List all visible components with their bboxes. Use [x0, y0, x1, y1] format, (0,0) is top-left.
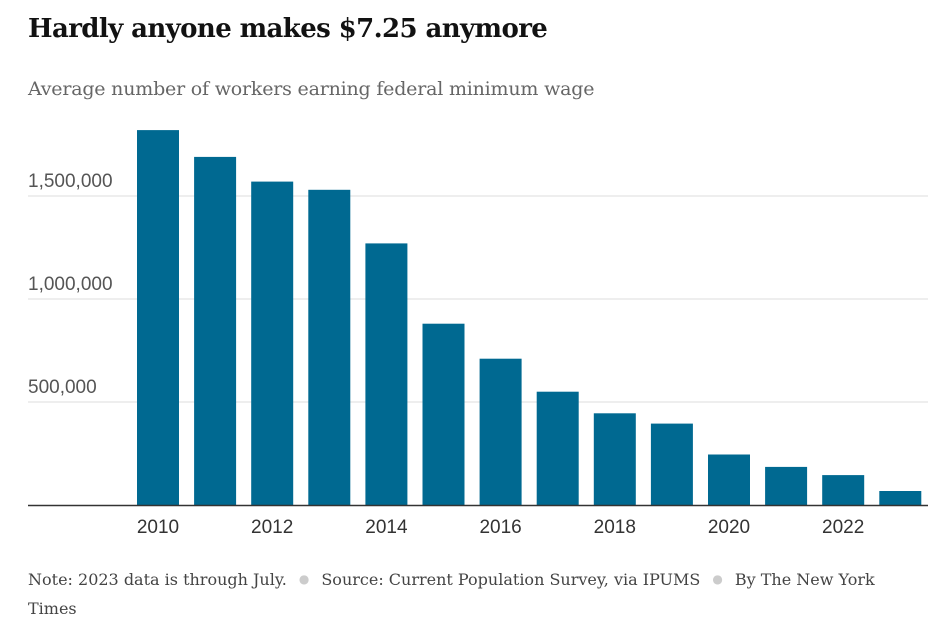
x-axis-labels: 2010 2012 2014 2016 2018 2020 2022 — [137, 517, 864, 538]
x-tick-label: 2018 — [594, 517, 636, 538]
bars — [137, 130, 922, 506]
y-axis-labels: 500,000 1,000,000 1,500,000 — [28, 171, 113, 398]
footer-note: Note: 2023 data is through July. — [28, 570, 287, 589]
y-tick-label: 1,000,000 — [28, 274, 113, 295]
bar-2016 — [479, 358, 522, 505]
x-tick-label: 2016 — [479, 517, 521, 538]
chart-subtitle: Average number of workers earning federa… — [28, 78, 595, 100]
bar-2015 — [422, 323, 465, 505]
x-tick-label: 2014 — [365, 517, 408, 538]
y-tick-label: 500,000 — [28, 377, 97, 398]
chart-title: Hardly anyone makes $7.25 anymore — [28, 14, 548, 44]
separator-dot-icon: ● — [712, 572, 723, 586]
bar-2019 — [650, 423, 693, 505]
bar-2023 — [879, 491, 922, 505]
bar-2012 — [251, 181, 294, 505]
x-tick-label: 2010 — [137, 517, 179, 538]
chart-footer: Note: 2023 data is through July. ● Source:… — [28, 566, 918, 623]
x-tick-label: 2020 — [708, 517, 750, 538]
bar-2014 — [365, 243, 408, 505]
footer-source: Source: Current Population Survey, via I… — [321, 570, 701, 589]
separator-dot-icon: ● — [298, 572, 310, 586]
bar-2013 — [308, 189, 351, 506]
bar-2017 — [536, 391, 579, 505]
bar-2022 — [822, 475, 865, 505]
bar-2020 — [708, 454, 750, 505]
bar-2021 — [765, 466, 808, 505]
y-tick-label: 1,500,000 — [28, 171, 113, 192]
footer-credit: By The New York Times — [28, 570, 875, 618]
bar-2010 — [137, 130, 179, 505]
bar-2011 — [194, 156, 237, 505]
x-tick-label: 2012 — [251, 517, 293, 538]
x-tick-label: 2022 — [822, 517, 864, 538]
bar-2018 — [593, 413, 636, 505]
